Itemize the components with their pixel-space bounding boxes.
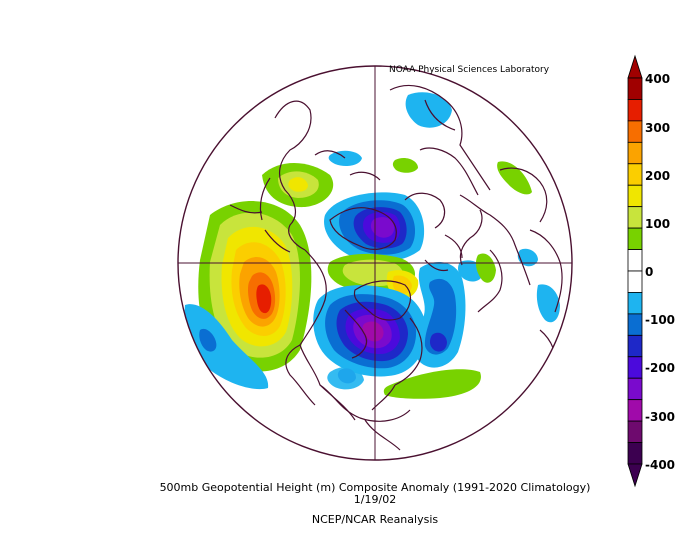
colorbar-top-arrow bbox=[627, 54, 643, 79]
colorbar-label-neg400: -400 bbox=[645, 458, 676, 472]
colorbar-swatch bbox=[627, 120, 643, 143]
colorbar-label-neg200: -200 bbox=[645, 361, 676, 375]
caption-date: 1/19/02 bbox=[353, 493, 397, 506]
colorbar-label-200: 200 bbox=[645, 169, 671, 183]
north-pacific-low bbox=[184, 304, 269, 390]
colorbar-swatch bbox=[627, 184, 643, 208]
colorbar-swatch bbox=[627, 442, 643, 465]
colorbar-label-neg300: -300 bbox=[645, 410, 676, 424]
colorbar-swatch bbox=[627, 77, 643, 100]
colorbar-label-400: 400 bbox=[645, 72, 671, 86]
colorbar-swatch bbox=[627, 227, 643, 250]
caption-source: NCEP/NCAR Reanalysis bbox=[311, 513, 439, 526]
colorbar-swatch bbox=[627, 163, 643, 186]
colorbar-swatch bbox=[627, 313, 643, 336]
colorbar-label-300: 300 bbox=[645, 121, 671, 135]
coastlines bbox=[229, 85, 563, 451]
colorbar-swatch bbox=[627, 399, 643, 422]
colorbar-swatch bbox=[627, 292, 643, 315]
credit-text: NOAA Physical Sciences Laboratory bbox=[389, 65, 550, 75]
colorbar bbox=[627, 54, 643, 488]
colorbar-label-neg100: -100 bbox=[645, 313, 676, 327]
colorbar-swatch bbox=[627, 249, 643, 272]
colorbar-bottom-arrow bbox=[627, 463, 643, 488]
colorbar-swatch bbox=[627, 99, 643, 122]
colorbar-swatch bbox=[627, 377, 643, 401]
colorbar-swatch bbox=[627, 356, 643, 379]
colorbar-label-100: 100 bbox=[645, 217, 671, 231]
colorbar-swatch bbox=[627, 206, 643, 229]
arctic-low-contours bbox=[324, 192, 425, 262]
colorbar-swatch bbox=[627, 270, 643, 293]
colorbar-swatch bbox=[627, 420, 643, 443]
hudson-trough-contours bbox=[313, 285, 427, 377]
anomaly-shading bbox=[184, 92, 560, 399]
colorbar-label-0: 0 bbox=[645, 265, 654, 279]
pacific-ridge-contours bbox=[198, 201, 312, 372]
colorbar-swatch bbox=[627, 334, 643, 358]
caption-title: 500mb Geopotential Height (m) Composite … bbox=[159, 481, 591, 494]
colorbar-swatch bbox=[627, 141, 643, 165]
